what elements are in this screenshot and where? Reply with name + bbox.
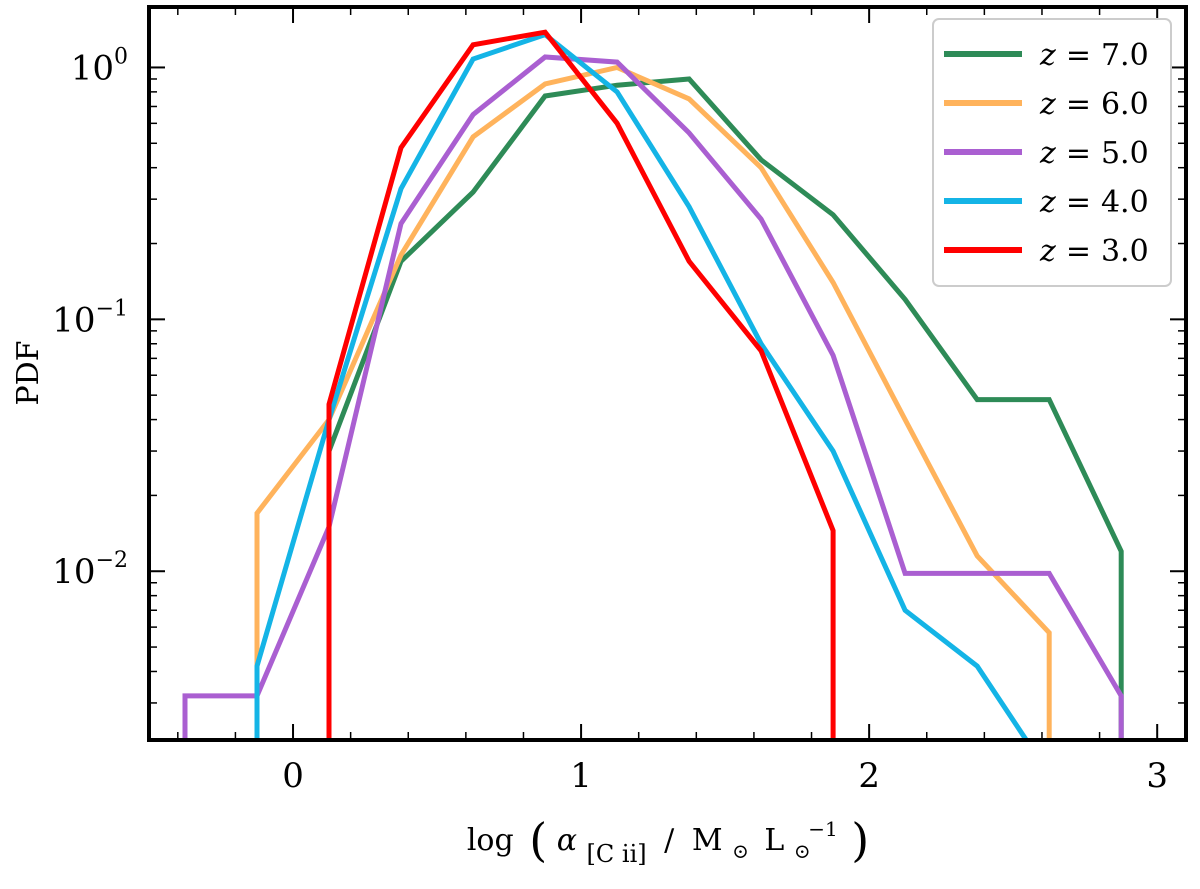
legend-box — [932, 18, 1172, 287]
legend-label: z = 7.0 — [1039, 38, 1149, 73]
x-tick-label: 0 — [282, 756, 304, 796]
series-line-z4-0 — [254, 31, 1030, 740]
series-line-z6-0 — [254, 64, 1052, 740]
legend-label: z = 6.0 — [1039, 87, 1149, 122]
y-tick-label: 10−1 — [52, 296, 128, 340]
legend-label: z = 5.0 — [1039, 136, 1149, 171]
x-axis-label: log ( α [C ii] / M ⊙ L ⊙ −1 ) — [467, 809, 869, 870]
x-tick-label: 3 — [1146, 756, 1168, 796]
legend-label: z = 4.0 — [1039, 185, 1149, 220]
y-tick-label: 100 — [71, 44, 128, 88]
series-line-z3-0 — [326, 29, 836, 740]
x-label-subscript: [C ii] — [587, 840, 647, 868]
ticks-layer: 0 1 2 3 10−2 10−1 100 — [52, 7, 1186, 796]
series-line-z5-0 — [182, 54, 1124, 740]
plot-frame — [147, 5, 1188, 742]
legend-label: z = 3.0 — [1039, 234, 1149, 269]
y-tick-label: 10−2 — [52, 548, 128, 592]
series-layer — [182, 29, 1124, 740]
series-line-z7-0 — [326, 76, 1124, 740]
y-axis-label: PDF — [11, 340, 46, 405]
x-tick-label: 1 — [570, 756, 592, 796]
legend: z = 7.0 z = 6.0 z = 5.0 z = 4.0 z = 3.0 — [932, 18, 1172, 287]
x-label-alpha: α — [557, 823, 577, 858]
x-label-log: log — [467, 823, 514, 858]
x-tick-label: 2 — [858, 756, 880, 796]
